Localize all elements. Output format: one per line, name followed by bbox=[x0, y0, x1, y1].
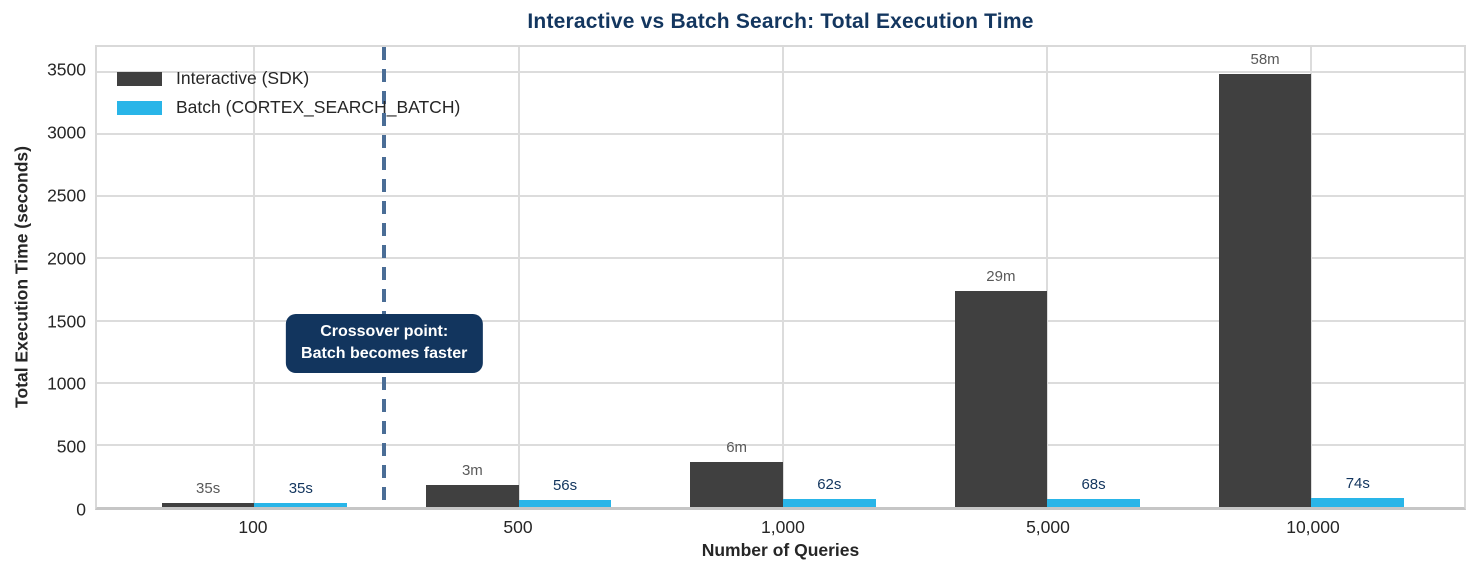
x-tick-label: 500 bbox=[503, 517, 533, 537]
gridline-horizontal bbox=[97, 133, 1464, 136]
x-tick-label: 100 bbox=[238, 517, 268, 537]
legend-label: Batch (CORTEX_SEARCH_BATCH) bbox=[176, 97, 461, 117]
y-tick-label: 3000 bbox=[47, 122, 86, 143]
legend: Interactive (SDK) Batch (CORTEX_SEARCH_BA… bbox=[117, 64, 460, 122]
annotation-line-1: Crossover point: bbox=[320, 323, 449, 340]
legend-row-interactive: Interactive (SDK) bbox=[117, 64, 460, 93]
gridline-horizontal bbox=[97, 195, 1464, 198]
bar-value-label: 74s bbox=[1345, 474, 1370, 492]
y-tick-label: 3500 bbox=[47, 59, 86, 80]
gridline-vertical bbox=[517, 47, 520, 507]
bar-value-label: 58m bbox=[1250, 51, 1280, 69]
bar-value-label: 6m bbox=[726, 439, 748, 457]
bar-batch bbox=[1311, 497, 1405, 507]
y-tick-label: 1500 bbox=[47, 311, 86, 331]
plot-area: 35s 3m 6m 29m 58m 35s 56s 62s 68s 74s Crossover p… bbox=[95, 45, 1466, 510]
chart-title: Interactive vs Batch Search: Total Execu… bbox=[527, 10, 1034, 33]
bar-value-label: 68s bbox=[1081, 475, 1106, 493]
y-tick-label: 2500 bbox=[47, 185, 86, 206]
legend-swatch-interactive bbox=[117, 71, 162, 86]
bar-interactive bbox=[954, 290, 1048, 507]
x-axis-ticks: 100 500 1,000 5,000 10,000 bbox=[95, 517, 1466, 539]
bar-batch bbox=[782, 499, 876, 507]
crossover-dashed-line bbox=[382, 47, 387, 507]
bar-value-label: 62s bbox=[817, 476, 842, 494]
bar-batch bbox=[1047, 498, 1140, 507]
bar-value-label: 56s bbox=[552, 477, 578, 495]
bar-batch bbox=[518, 500, 612, 507]
y-tick-label: 1000 bbox=[47, 373, 86, 394]
x-tick-label: 1,000 bbox=[761, 517, 805, 537]
x-axis-label: Number of Queries bbox=[701, 540, 860, 560]
gridline-vertical bbox=[1310, 47, 1313, 507]
bar-value-label: 35s bbox=[196, 479, 221, 497]
y-tick-label: 0 bbox=[76, 499, 86, 520]
gridline-vertical bbox=[781, 47, 784, 507]
bar-value-label: 3m bbox=[461, 461, 483, 479]
x-tick-label: 5,000 bbox=[1026, 517, 1070, 537]
legend-swatch-batch bbox=[117, 100, 162, 115]
bar-batch bbox=[254, 502, 348, 507]
gridline-horizontal bbox=[97, 70, 1464, 73]
x-tick-label: 10,000 bbox=[1286, 517, 1340, 537]
gridline-horizontal bbox=[97, 443, 1464, 446]
legend-label: Interactive (SDK) bbox=[176, 68, 310, 88]
gridline-horizontal bbox=[97, 381, 1464, 384]
bar-interactive bbox=[426, 484, 519, 507]
gridline-vertical bbox=[253, 47, 256, 507]
crossover-annotation: Crossover point: Batch becomes faster bbox=[286, 314, 483, 373]
bar-interactive bbox=[690, 462, 783, 507]
gridline-horizontal bbox=[97, 257, 1464, 260]
bar-interactive bbox=[161, 502, 255, 507]
gridline-vertical bbox=[1046, 47, 1049, 507]
y-tick-label: 2000 bbox=[47, 248, 86, 269]
bar-interactive bbox=[1218, 74, 1312, 507]
bar-value-label: 29m bbox=[986, 267, 1016, 285]
gridline-horizontal bbox=[97, 319, 1464, 322]
annotation-line-2: Batch becomes faster bbox=[301, 345, 468, 363]
legend-row-batch: Batch (CORTEX_SEARCH_BATCH) bbox=[117, 93, 460, 122]
bar-value-label: 35s bbox=[288, 479, 313, 497]
y-axis-ticks: 0 500 1000 1500 2000 2500 3000 3500 bbox=[0, 45, 86, 520]
y-tick-label: 500 bbox=[56, 436, 86, 457]
